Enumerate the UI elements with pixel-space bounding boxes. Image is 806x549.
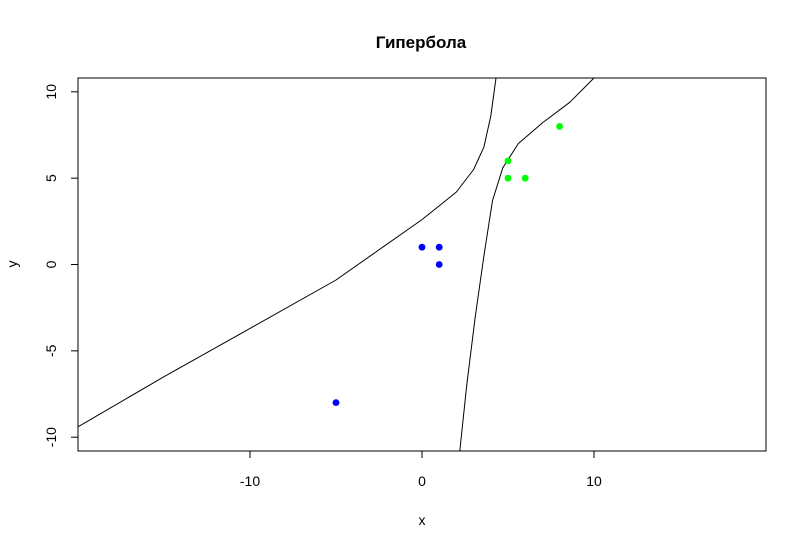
- data-point-s2-4: [556, 123, 563, 130]
- point-group: [332, 123, 563, 406]
- y-axis-label: y: [4, 261, 20, 268]
- plot-area: [77, 77, 767, 452]
- y-tick-label: 10: [43, 84, 59, 100]
- y-tick-label: -10: [43, 427, 59, 447]
- y-tick-label: -5: [43, 344, 59, 357]
- chart-title: Гипербола: [376, 33, 467, 52]
- data-point-s1-1: [418, 243, 426, 251]
- data-point-s2-3: [521, 174, 529, 182]
- curve-group: [78, 78, 595, 451]
- y-tick-label: 5: [43, 174, 59, 182]
- hyperbola-branch-2: [459, 78, 595, 451]
- data-point-s2-2: [504, 174, 512, 182]
- x-tick-label: 0: [418, 473, 426, 489]
- x-tick-label: 10: [586, 473, 602, 489]
- plot-box: [77, 77, 767, 452]
- data-point-s2-1: [504, 157, 512, 165]
- y-axis: -10 -5 0 5 10: [43, 84, 79, 447]
- x-tick-label: -10: [240, 473, 260, 489]
- y-tick-label: 0: [43, 260, 59, 268]
- x-axis: -10 0 10: [240, 450, 602, 489]
- x-axis-label: x: [419, 512, 426, 528]
- data-point-s1-4: [332, 399, 340, 406]
- data-point-s1-2: [435, 243, 443, 251]
- data-point-s1-3: [435, 261, 443, 268]
- hyperbola-branch-1: [78, 78, 497, 428]
